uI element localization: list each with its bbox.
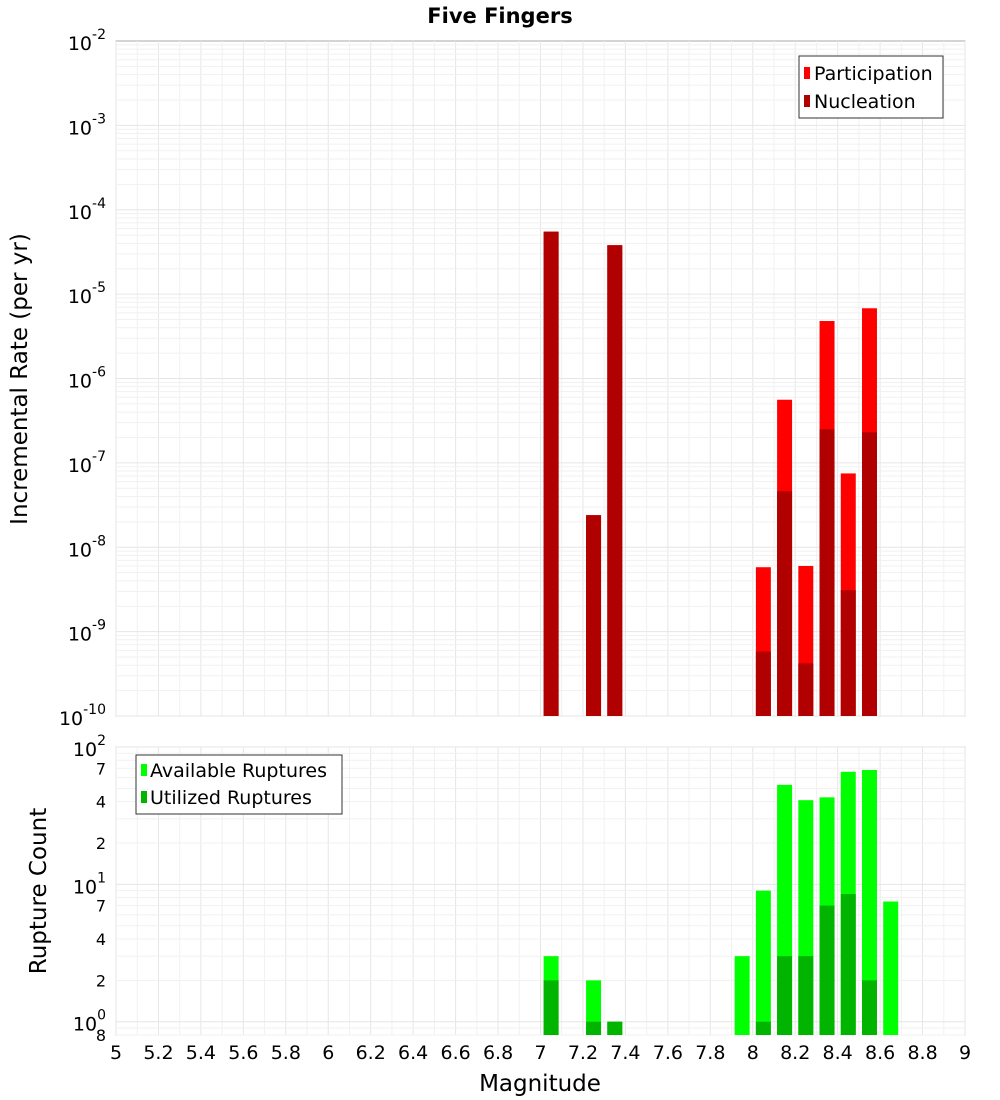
x-tick-label: 8.2	[780, 1042, 810, 1064]
rate-y-axis-label: Incremental Rate (per yr)	[7, 233, 33, 525]
utilized-ruptures-bar	[543, 980, 559, 1035]
count-bars	[543, 770, 899, 1035]
x-tick-labels: 5 5.2 5.4 5.6 5.8 6 6.2 6.4 6.6 6.8 7 7.2 7.4 7.6 7.8 8…	[110, 1042, 971, 1064]
x-tick-label: 5.2	[143, 1042, 173, 1064]
count-y-axis-label: Rupture Count	[26, 808, 52, 974]
count-y-tick-label: 101	[73, 870, 106, 898]
utilized-ruptures-bar	[586, 1021, 602, 1035]
utilized-ruptures-bar	[777, 956, 793, 1035]
chart-title: Five Fingers	[427, 4, 572, 28]
rate-y-tick-label: 10-10	[59, 702, 106, 730]
x-tick-label: 8	[747, 1042, 759, 1064]
rate-y-tick-label: 10-7	[68, 449, 106, 477]
participation-legend-label: Participation	[814, 63, 933, 85]
x-tick-label: 6	[322, 1042, 334, 1064]
x-tick-label: 7.2	[568, 1042, 598, 1064]
x-tick-label: 7.4	[610, 1042, 640, 1064]
nucleation-bar	[840, 590, 856, 716]
x-tick-label: 8.6	[865, 1042, 895, 1064]
available-ruptures-bar	[883, 901, 899, 1035]
x-tick-label: 5.6	[228, 1042, 258, 1064]
available-ruptures-bar	[734, 956, 750, 1035]
count-legend: Available Ruptures Utilized Ruptures	[135, 754, 343, 815]
nucleation-bar	[607, 245, 623, 717]
x-tick-label: 6.8	[483, 1042, 513, 1064]
x-tick-label: 5.4	[186, 1042, 216, 1064]
rate-y-tick-label: 10-3	[68, 111, 106, 139]
count-y-tick-label: 2	[96, 971, 106, 990]
rate-y-tick-label: 10-9	[68, 618, 106, 646]
x-tick-label: 8.8	[907, 1042, 937, 1064]
rate-y-tick-label: 10-6	[68, 365, 106, 393]
rate-bars	[543, 231, 877, 717]
rate-y-tick-labels: 10-10 10-9 10-8 10-7 10-6 10-5 10-4 10-3 10-2	[59, 27, 106, 730]
utilized-ruptures-bar	[798, 956, 814, 1035]
rate-gridlines	[115, 41, 966, 717]
available-ruptures-bar	[586, 980, 602, 1035]
nucleation-bar	[586, 515, 602, 716]
rate-legend: Participation Nucleation	[798, 55, 944, 119]
nucleation-bar	[543, 231, 559, 716]
available-legend-label: Available Ruptures	[150, 760, 327, 782]
count-y-tick-label: 7	[96, 897, 106, 916]
count-y-tick-label: 8	[96, 1026, 106, 1045]
utilized-legend-label: Utilized Ruptures	[150, 787, 312, 809]
x-tick-label: 7.6	[653, 1042, 683, 1064]
nucleation-legend-label: Nucleation	[814, 91, 916, 113]
nucleation-bar	[777, 491, 793, 716]
count-y-tick-label: 102	[73, 733, 106, 761]
nucleation-bar	[819, 429, 835, 716]
utilized-ruptures-bar	[819, 905, 835, 1035]
utilized-ruptures-bar	[840, 894, 856, 1035]
rate-y-tick-label: 10-8	[68, 533, 106, 561]
nucleation-bar	[755, 651, 771, 716]
x-tick-label: 9	[959, 1042, 971, 1064]
x-tick-label: 7	[534, 1042, 546, 1064]
available-ruptures-bar	[755, 890, 771, 1035]
nucleation-bar	[798, 663, 814, 716]
rate-y-tick-label: 10-2	[68, 27, 106, 55]
count-y-tick-label: 4	[96, 793, 106, 812]
utilized-legend-swatch	[141, 791, 147, 803]
x-tick-label: 5.8	[271, 1042, 301, 1064]
x-axis-label: Magnitude	[479, 1071, 601, 1097]
x-tick-label: 6.4	[398, 1042, 428, 1064]
rate-y-tick-label: 10-4	[68, 196, 106, 224]
count-y-tick-label: 2	[96, 834, 106, 853]
x-tick-label: 5	[110, 1042, 122, 1064]
nucleation-bar	[861, 432, 877, 716]
nucleation-legend-swatch	[804, 95, 810, 107]
count-y-tick-label: 7	[96, 759, 106, 778]
count-y-tick-label: 4	[96, 930, 106, 949]
available-legend-swatch	[141, 764, 147, 776]
count-y-tick-label: 100	[73, 1008, 106, 1036]
available-ruptures-bar	[861, 770, 877, 1035]
participation-legend-swatch	[804, 67, 810, 79]
rate-y-tick-label: 10-5	[68, 280, 106, 308]
x-tick-label: 7.8	[695, 1042, 725, 1064]
utilized-ruptures-bar	[607, 1021, 623, 1035]
x-tick-label: 8.4	[823, 1042, 853, 1064]
utilized-ruptures-bar	[861, 980, 877, 1035]
utilized-ruptures-bar	[755, 1021, 771, 1035]
x-tick-label: 6.2	[356, 1042, 386, 1064]
x-tick-label: 6.6	[440, 1042, 470, 1064]
